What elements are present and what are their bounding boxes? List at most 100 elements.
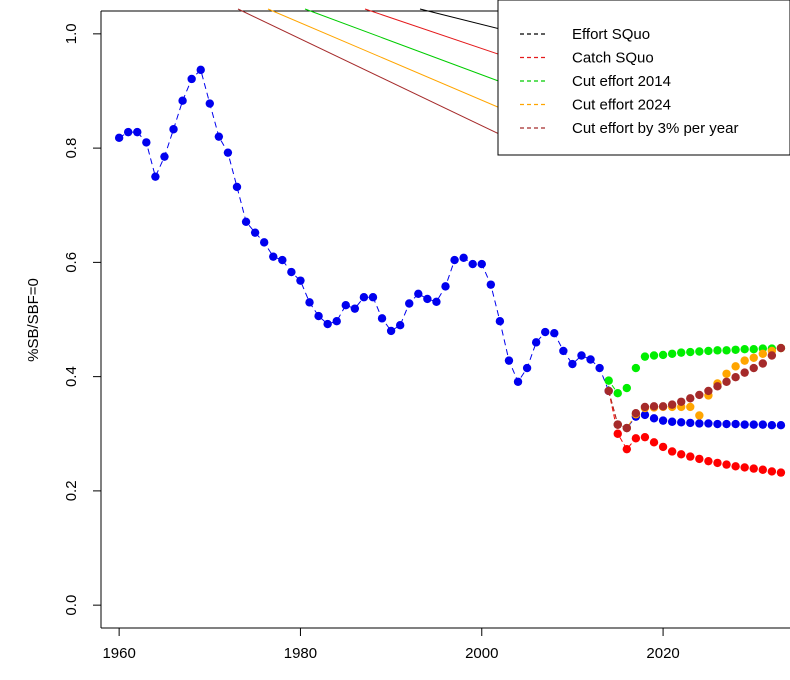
legend-leader-line [237, 8, 521, 145]
projection-point [713, 382, 722, 391]
projection-point [640, 402, 650, 412]
projection-point [749, 363, 758, 373]
projection-point [731, 462, 740, 471]
legend-leader-line [304, 8, 521, 90]
projection-point [776, 343, 786, 353]
historical-point [305, 298, 314, 307]
historical-point [513, 377, 523, 386]
projection-point [758, 359, 768, 368]
projection-point [640, 410, 650, 420]
projection-point [704, 346, 713, 356]
projection-line [608, 379, 628, 394]
historical-point [531, 338, 541, 347]
historical-point [595, 363, 604, 373]
projection-point [686, 394, 695, 403]
projection-point [749, 353, 758, 362]
projection-point [640, 432, 650, 442]
y-tick-label: 0.8 [63, 138, 80, 159]
projection-point [767, 467, 777, 476]
projection-point [686, 418, 695, 428]
projection-point [695, 454, 704, 464]
legend-leader-line [267, 8, 521, 117]
projection-point [686, 402, 695, 412]
projection-point [731, 373, 740, 382]
legend-label: Catch SQuo [572, 50, 654, 67]
projection-point [695, 411, 704, 420]
projection-point [658, 350, 668, 360]
legend-box [497, 0, 790, 156]
projection-point [677, 397, 686, 406]
projection-point [686, 452, 695, 461]
legend: Effort SQuo Catch SQuo Cut effort 2014 Cut … [497, 0, 790, 156]
x-tick-label: 1960 [102, 645, 135, 662]
historical-point [432, 297, 441, 306]
projection-point [695, 390, 704, 400]
y-tick-label: 0.2 [63, 480, 80, 501]
historical-point [196, 65, 205, 75]
historical-point [568, 359, 577, 369]
historical-point [468, 259, 477, 269]
projection-point [604, 386, 613, 396]
projection-point [749, 345, 758, 354]
projection-point [704, 456, 713, 466]
historical-point [205, 99, 214, 108]
historical-point [477, 259, 486, 269]
historical-point [314, 311, 323, 321]
projection-point [740, 356, 749, 365]
historical-point [522, 363, 532, 373]
projection-point [722, 369, 731, 378]
historical-point [541, 327, 550, 337]
x-tick-label: 1980 [284, 645, 317, 662]
legend-label: Effort SQuo [572, 26, 650, 43]
historical-point [160, 152, 169, 161]
projection-point [649, 438, 659, 447]
historical-point [178, 96, 187, 105]
legend-leader-line [364, 8, 521, 62]
historical-point [423, 294, 432, 304]
projection-point [613, 388, 622, 398]
projection-point [677, 450, 686, 459]
historical-point [142, 138, 151, 147]
historical-point [450, 255, 459, 265]
points [114, 65, 786, 477]
projection-point [713, 419, 722, 429]
historical-point [214, 132, 224, 141]
projection-point [677, 348, 686, 357]
historical-point [368, 293, 378, 302]
historical-point [259, 238, 269, 247]
projection-point [731, 345, 740, 354]
projection-point [658, 402, 668, 411]
historical-point [359, 293, 369, 302]
projection-point [649, 414, 659, 423]
historical-point [405, 299, 414, 308]
historical-point [123, 127, 133, 137]
projection-point [667, 349, 677, 358]
legend-lines [237, 8, 521, 145]
historical-point [586, 355, 595, 364]
historical-point [269, 252, 278, 261]
historical-point [495, 317, 505, 326]
y-tick-label: 0.0 [63, 595, 80, 616]
historical-point [187, 74, 196, 84]
projection-point [613, 429, 622, 438]
projection-point [740, 420, 749, 429]
historical-point [504, 356, 514, 365]
historical-point [459, 253, 468, 262]
historical-point [332, 317, 341, 326]
historical-point [395, 321, 405, 330]
historical-point [151, 172, 160, 181]
y-tick-label: 0.6 [63, 252, 80, 273]
projection-line [608, 390, 637, 451]
x-tick-label: 2020 [646, 645, 679, 662]
historical-point [550, 329, 559, 338]
x-tick-label: 2000 [465, 645, 498, 662]
projection-point [613, 420, 622, 429]
y-axis-label: %SB/SBF=0 [25, 278, 42, 362]
projection-point [704, 386, 713, 396]
y-tick-label: 0.4 [63, 366, 80, 387]
historical-point [232, 182, 242, 192]
projection-point [740, 463, 749, 472]
projection-point [776, 468, 786, 477]
y-tick-label: 1.0 [63, 23, 80, 44]
projection-point [758, 349, 768, 358]
